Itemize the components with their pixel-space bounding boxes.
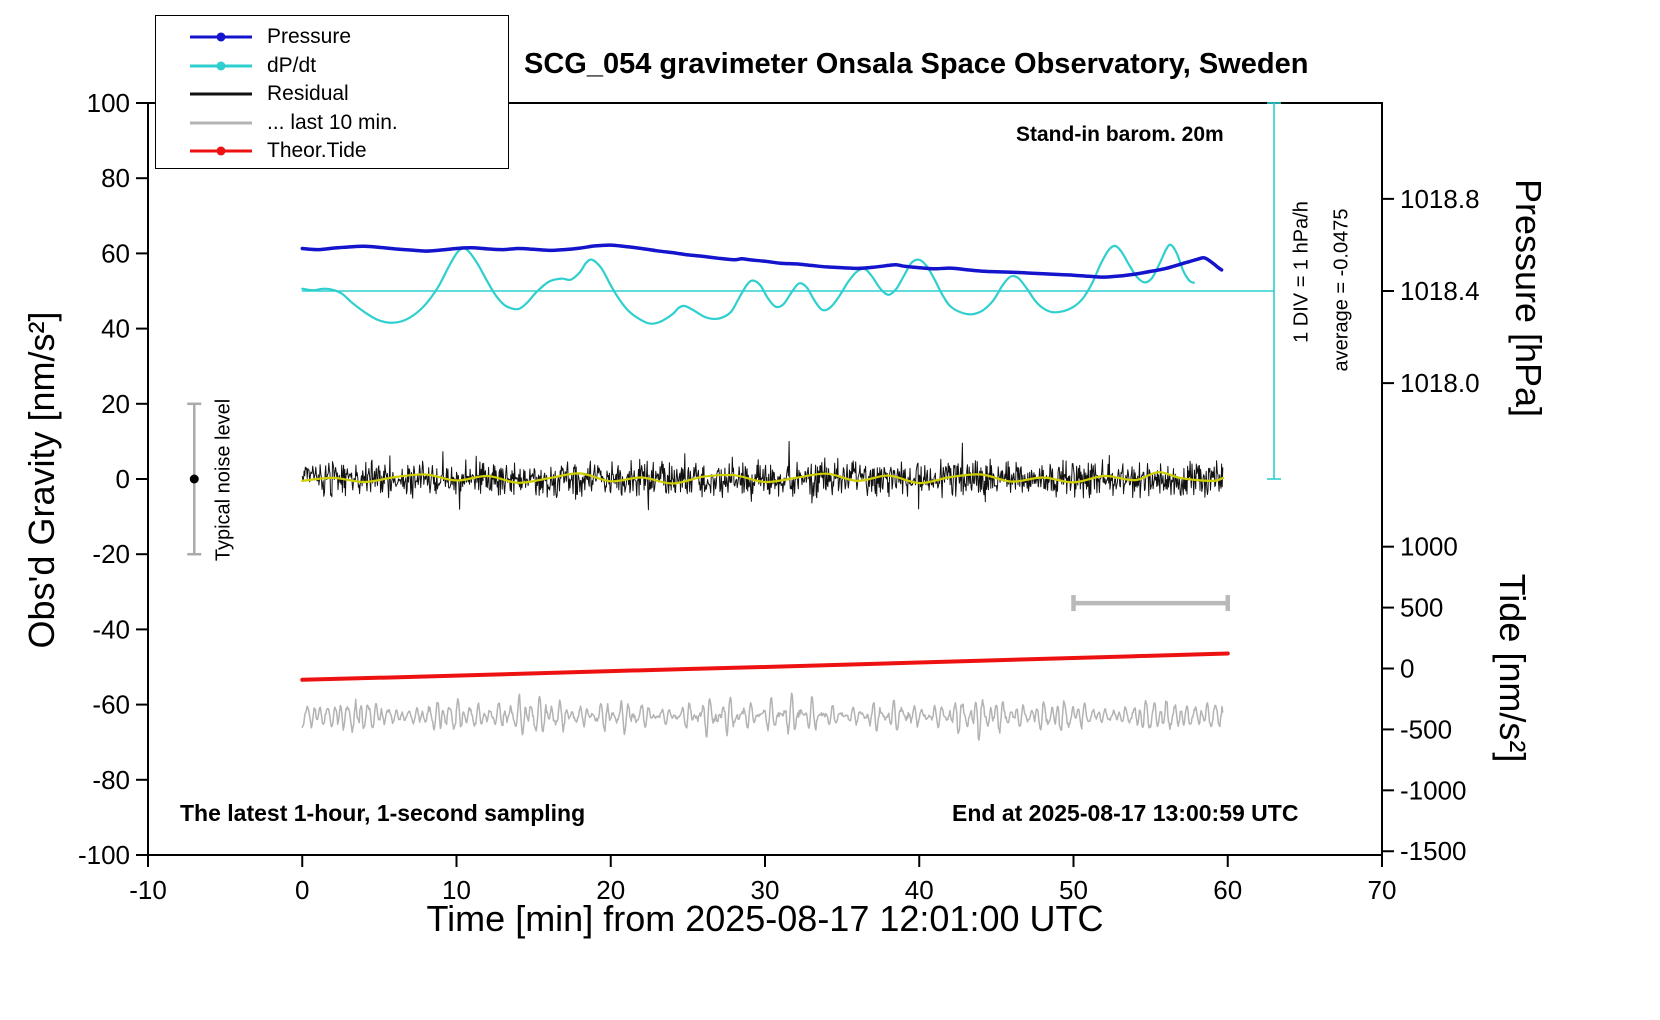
tide-tick-label: -1500 <box>1400 836 1467 866</box>
y-left-tick-label: -20 <box>92 539 130 569</box>
annotation-average: average = -0.0475 <box>1330 208 1353 372</box>
y-left-tick-label: 20 <box>101 389 130 419</box>
tide-tick-label: 500 <box>1400 593 1443 623</box>
y-left-tick-label: 60 <box>101 238 130 268</box>
x-tick-label: 60 <box>1213 875 1242 905</box>
chart-title: SCG_054 gravimeter Onsala Space Observat… <box>524 48 1309 80</box>
legend-label: Residual <box>267 82 349 106</box>
y-axis-label-pressure: Pressure [hPa] <box>1508 178 1549 418</box>
legend-line-swatch <box>190 121 252 125</box>
legend-label: dP/dt <box>267 53 317 77</box>
y-left-tick-label: 0 <box>116 464 130 494</box>
series-last-10-min <box>301 692 1224 741</box>
legend: Pressure dP/dt Residual ... last 10 min. The… <box>155 15 509 169</box>
legend-sample <box>190 23 252 51</box>
legend-sample <box>190 109 252 137</box>
y-left-tick-label: 100 <box>87 88 130 118</box>
series-Theor.Tide <box>300 651 1230 682</box>
tide-tick-label: 1000 <box>1400 532 1458 562</box>
tide-tick-label: -1000 <box>1400 775 1467 805</box>
x-tick-label: 70 <box>1368 875 1397 905</box>
x-tick-label: 40 <box>905 875 934 905</box>
legend-label: ... last 10 min. <box>267 110 398 134</box>
x-tick-label: 0 <box>295 875 309 905</box>
annotation-barometer: Stand-in barom. 20m <box>1016 123 1224 146</box>
y-left-tick-label: 80 <box>101 163 130 193</box>
series-Residual <box>301 441 1224 511</box>
series-Residual-smoothed <box>301 471 1225 485</box>
legend-marker-dot <box>216 32 226 42</box>
x-tick-label: 20 <box>596 875 625 905</box>
annotation-div-scale: 1 DIV = 1 hPa/h <box>1290 201 1313 343</box>
legend-item-0: Pressure <box>156 23 508 52</box>
annotation-sampling: The latest 1-hour, 1-second sampling <box>180 800 586 826</box>
y-left-tick-label: -60 <box>92 690 130 720</box>
legend-sample <box>190 80 252 108</box>
series-Pressure <box>300 243 1224 279</box>
legend-item-4: Theor.Tide <box>156 137 508 166</box>
tide-tick-label: -500 <box>1400 714 1452 744</box>
legend-marker-dot <box>216 61 226 71</box>
y-axis-label-gravity: Obs'd Gravity [nm/s²] <box>21 311 62 649</box>
legend-label: Theor.Tide <box>267 139 367 163</box>
legend-marker-dot <box>216 146 226 156</box>
y-left-tick-label: -100 <box>78 840 130 870</box>
legend-item-3: ... last 10 min. <box>156 109 508 138</box>
x-tick-label: -10 <box>129 875 167 905</box>
tide-tick-label: 0 <box>1400 654 1414 684</box>
y-left-tick-label: -40 <box>92 614 130 644</box>
x-axis-label: Time [min] from 2025-08-17 12:01:00 UTC <box>426 898 1104 939</box>
legend-item-2: Residual <box>156 80 508 109</box>
noise-level-dot <box>189 474 199 484</box>
legend-sample <box>190 52 252 80</box>
x-tick-label: 50 <box>1059 875 1088 905</box>
y-left-tick-label: 40 <box>101 314 130 344</box>
pressure-tick-label: 1018.4 <box>1400 276 1480 306</box>
y-left-tick-label: -80 <box>92 765 130 795</box>
legend-item-1: dP/dt <box>156 52 508 81</box>
x-tick-label: 30 <box>751 875 780 905</box>
series-dP/dt <box>301 243 1195 325</box>
pressure-tick-label: 1018.8 <box>1400 184 1480 214</box>
annotation-noise-level: Typical noise level <box>212 398 235 562</box>
x-tick-label: 10 <box>442 875 471 905</box>
pressure-tick-label: 1018.0 <box>1400 368 1480 398</box>
legend-line-swatch <box>190 92 252 96</box>
legend-sample <box>190 137 252 165</box>
annotation-end-time: End at 2025-08-17 13:00:59 UTC <box>952 800 1299 826</box>
legend-label: Pressure <box>267 25 352 49</box>
y-axis-label-tide: Tide [nm/s²] <box>1492 573 1533 763</box>
